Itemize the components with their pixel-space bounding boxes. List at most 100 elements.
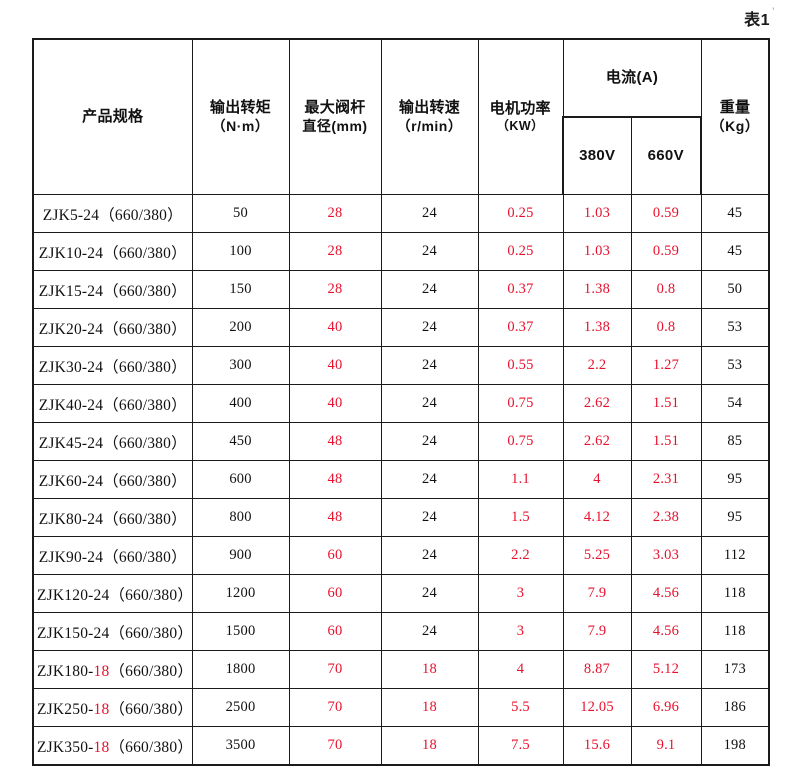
cell-weight: 85 (700, 422, 771, 461)
cell-motor-power: 0.55 (477, 346, 564, 385)
header-cell-power: 电机功率 （KW） (477, 38, 564, 195)
table-row: ZJK90-24（660/380） 900 60 24 2.2 5.25 3.03 112 (32, 536, 771, 575)
cell-weight: 95 (700, 498, 771, 537)
header-cell-current-group: 电流(A) (562, 38, 702, 118)
table-row: ZJK150-24（660/380） 1500 60 24 3 7.9 4.56 118 (32, 612, 771, 651)
model-prefix: ZJK80-24 (38, 510, 104, 528)
cell-stem-diameter: 60 (288, 612, 382, 651)
cell-model: ZJK80-24（660/380） (32, 498, 193, 537)
model-highlight: 18 (93, 662, 110, 680)
cell-output-speed: 24 (380, 194, 479, 233)
cell-motor-power: 1.5 (477, 498, 564, 537)
cell-weight: 173 (700, 650, 771, 689)
model-highlight: 18 (93, 738, 110, 756)
cell-current-380v: 5.25 (562, 536, 632, 575)
cell-motor-power: 0.75 (477, 384, 564, 423)
cell-torque: 2500 (191, 688, 290, 727)
header-cell-model: 产品规格 (32, 38, 193, 195)
cell-current-660v: 9.1 (630, 726, 702, 766)
table-row: ZJK20-24（660/380） 200 40 24 0.37 1.38 0.8 53 (32, 308, 771, 347)
cell-output-speed: 18 (380, 688, 479, 727)
table-body: ZJK5-24（660/380） 50 28 24 0.25 1.03 0.59 45 ZJK1… (32, 194, 771, 766)
model-suffix: （660/380） (103, 548, 187, 566)
cell-current-660v: 6.96 (630, 688, 702, 727)
cell-weight: 45 (700, 194, 771, 233)
model-suffix: （660/380） (103, 320, 187, 338)
model-suffix: （660/380） (109, 624, 194, 642)
header-unit-power: （KW） (496, 118, 545, 133)
cell-current-380v: 4.12 (562, 498, 632, 537)
header-cell-660v: 660V (630, 116, 703, 195)
table-row: ZJK120-24（660/380） 1200 60 24 3 7.9 4.56 118 (32, 574, 771, 613)
cell-output-speed: 24 (380, 308, 479, 347)
cell-torque: 1500 (191, 612, 290, 651)
cell-current-380v: 1.38 (562, 308, 632, 347)
cell-current-660v: 4.56 (630, 574, 702, 613)
cell-output-speed: 24 (380, 460, 479, 499)
model-prefix: ZJK350- (37, 738, 94, 756)
cell-torque: 1800 (191, 650, 290, 689)
model-prefix: ZJK90-24 (38, 548, 104, 566)
model-prefix: ZJK40-24 (38, 396, 104, 414)
cell-motor-power: 0.37 (477, 308, 564, 347)
cell-current-380v: 1.03 (562, 194, 632, 233)
header-row-bottom: 380V 660V (33, 116, 769, 195)
model-suffix: （660/380） (103, 510, 187, 528)
cell-motor-power: 0.25 (477, 194, 564, 233)
cell-current-380v: 2.2 (562, 346, 632, 385)
cell-torque: 150 (191, 270, 290, 309)
model-suffix: （660/380） (103, 244, 187, 262)
model-prefix: ZJK15-24 (38, 282, 104, 300)
cell-torque: 900 (191, 536, 290, 575)
cell-motor-power: 3 (477, 574, 564, 613)
table-head: 产品规格 输出转矩 （N·m） 最大阀杆 直径(mm) 输出转速 （r/min）… (32, 38, 771, 195)
cell-weight: 112 (700, 536, 771, 575)
cell-current-380v: 4 (562, 460, 632, 499)
cell-model: ZJK40-24（660/380） (32, 384, 193, 423)
cell-current-660v: 0.59 (630, 194, 702, 233)
cell-model: ZJK120-24（660/380） (32, 574, 194, 613)
header-title-torque: 输出转矩 (209, 99, 272, 117)
model-prefix: ZJK10-24 (38, 244, 104, 262)
cell-current-380v: 7.9 (562, 574, 632, 613)
cell-stem-diameter: 28 (288, 232, 382, 271)
model-prefix: ZJK30-24 (38, 358, 104, 376)
cell-torque: 800 (191, 498, 290, 537)
cell-stem-diameter: 60 (288, 536, 382, 575)
cell-motor-power: 0.75 (477, 422, 564, 461)
header-cell-stem: 最大阀杆 直径(mm) (288, 38, 382, 195)
cell-stem-diameter: 70 (288, 688, 382, 727)
cell-motor-power: 0.25 (477, 232, 564, 271)
product-spec-table: 产品规格 输出转矩 （N·m） 最大阀杆 直径(mm) 输出转速 （r/min）… (32, 38, 771, 766)
cell-model: ZJK45-24（660/380） (32, 422, 193, 461)
cell-torque: 200 (191, 308, 290, 347)
header-title-power: 电机功率 (489, 100, 551, 118)
cell-model: ZJK60-24（660/380） (32, 460, 193, 499)
cell-model: ZJK10-24（660/380） (32, 232, 193, 271)
cell-stem-diameter: 70 (288, 650, 382, 689)
cell-current-660v: 0.8 (630, 308, 702, 347)
model-suffix: （660/380） (103, 358, 187, 376)
header-unit-speed: （r/min） (396, 117, 463, 134)
cell-torque: 450 (191, 422, 290, 461)
model-suffix: （660/380） (109, 586, 194, 604)
page-root: 表1’ 产品规格 输出转矩 （N·m） 最大阀杆 直径(mm) 输出转速 （r/… (32, 6, 775, 766)
header-unit-weight: （Kg） (710, 117, 760, 134)
cell-stem-diameter: 28 (288, 270, 382, 309)
table-row: ZJK350-18（660/380） 3500 70 18 7.5 15.6 9.1 198 (32, 726, 771, 766)
cell-torque: 300 (191, 346, 290, 385)
table-row: ZJK250-18（660/380） 2500 70 18 5.5 12.05 6.96 18… (32, 688, 771, 727)
cell-current-660v: 0.59 (630, 232, 702, 271)
table-row: ZJK15-24（660/380） 150 28 24 0.37 1.38 0.8 50 (32, 270, 771, 309)
header-cell-speed: 输出转速 （r/min） (380, 38, 479, 195)
cell-current-660v: 2.38 (630, 498, 702, 537)
cell-stem-diameter: 40 (288, 308, 382, 347)
cell-torque: 400 (191, 384, 290, 423)
cell-current-380v: 7.9 (562, 612, 632, 651)
cell-motor-power: 5.5 (477, 688, 564, 727)
cell-weight: 198 (700, 726, 771, 766)
cell-output-speed: 24 (380, 270, 479, 309)
model-suffix: （660/380） (103, 282, 187, 300)
cell-model: ZJK250-18（660/380） (32, 688, 193, 727)
cell-current-380v: 1.38 (562, 270, 632, 309)
